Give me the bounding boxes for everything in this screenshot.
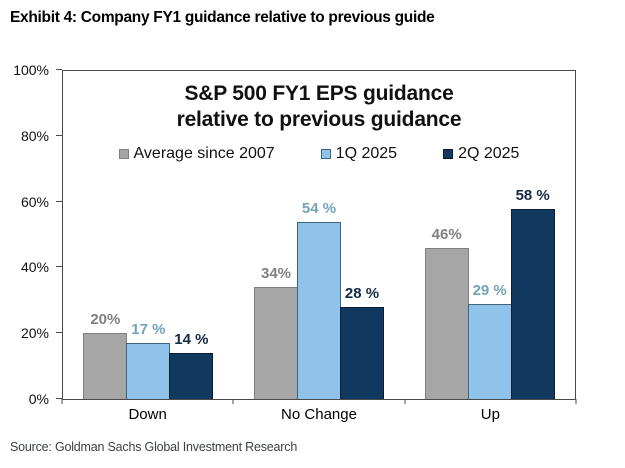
bar: 17 % [126, 321, 171, 399]
y-tick-mark [56, 266, 62, 268]
legend-label: Average since 2007 [133, 145, 275, 162]
bar: 54 % [297, 200, 341, 399]
y-tick-label: 80% [20, 127, 49, 144]
bar: 34% [254, 265, 298, 399]
x-category-label: Down [128, 406, 167, 423]
legend-item: Average since 2007 [118, 145, 275, 163]
y-tick-label: 20% [20, 325, 49, 342]
bar-value-label: 28 % [344, 285, 380, 303]
legend-swatch [443, 149, 454, 159]
x-axis [61, 399, 577, 405]
legend-label: 2Q 2025 [458, 145, 520, 162]
y-tick-label: 100% [13, 62, 49, 78]
bar-group-up: 46% 29 % 58 % [404, 71, 575, 399]
bar: 46% [424, 226, 469, 399]
legend-item: 2Q 2025 [443, 145, 519, 163]
legend: Average since 2007 1Q 2025 2Q 2025 [63, 145, 575, 163]
bar: 28 % [340, 285, 384, 399]
y-tick-mark [56, 134, 62, 136]
source-note: Source: Goldman Sachs Global Investment … [10, 440, 298, 454]
bar-group-no-change: 34% 54 % 28 % [234, 71, 405, 399]
y-tick-label: 40% [20, 259, 49, 276]
y-tick-label: 0% [28, 391, 49, 407]
bar-value-label: 34% [260, 265, 292, 283]
bar-group-row: 20% 17 % 14 % 34% 54 % 28 % 46% 29 % 58 % [63, 71, 575, 399]
y-axis: 0% 20% 40% 60% 80% 100% [0, 62, 62, 407]
legend-swatch [320, 149, 331, 159]
bar: 58 % [510, 187, 555, 399]
bar: 20% [83, 311, 128, 399]
bar-value-label: 54 % [301, 199, 337, 217]
y-tick-mark [56, 398, 62, 399]
legend-swatch [118, 149, 129, 159]
bar-groups: 20% 17 % 14 % 34% 54 % 28 % 46% 29 % 58 % [63, 71, 575, 399]
x-category-label: Up [480, 406, 500, 423]
y-tick-mark [56, 69, 62, 70]
plot-area: 20% 17 % 14 % 34% 54 % 28 % 46% 29 % 58 % S&P 50… [62, 70, 576, 400]
bar-value-label: 17 % [131, 321, 166, 339]
bar-value-label: 29 % [472, 281, 507, 299]
bar-value-label: 58 % [515, 186, 550, 204]
y-tick-mark [56, 332, 62, 334]
legend-label: 1Q 2025 [335, 145, 398, 162]
x-tick-mark [61, 399, 63, 404]
x-category-labels: Down No Change Up [62, 406, 576, 426]
x-category-label: No Change [281, 406, 357, 423]
bar-group-down: 20% 17 % 14 % [63, 71, 234, 399]
legend-item: 1Q 2025 [320, 145, 398, 163]
y-tick-mark [56, 200, 62, 202]
bar-value-label: 20% [90, 311, 121, 329]
x-tick-mark [575, 399, 577, 404]
x-tick-mark [232, 399, 234, 404]
bar-value-label: 14 % [174, 331, 209, 349]
x-tick-mark [404, 399, 406, 404]
bar: 14 % [169, 331, 214, 399]
exhibit-title: Exhibit 4: Company FY1 guidance relative… [10, 9, 435, 26]
bar: 29 % [467, 282, 512, 399]
y-tick-label: 60% [20, 193, 49, 210]
bar-value-label: 46% [431, 226, 462, 244]
